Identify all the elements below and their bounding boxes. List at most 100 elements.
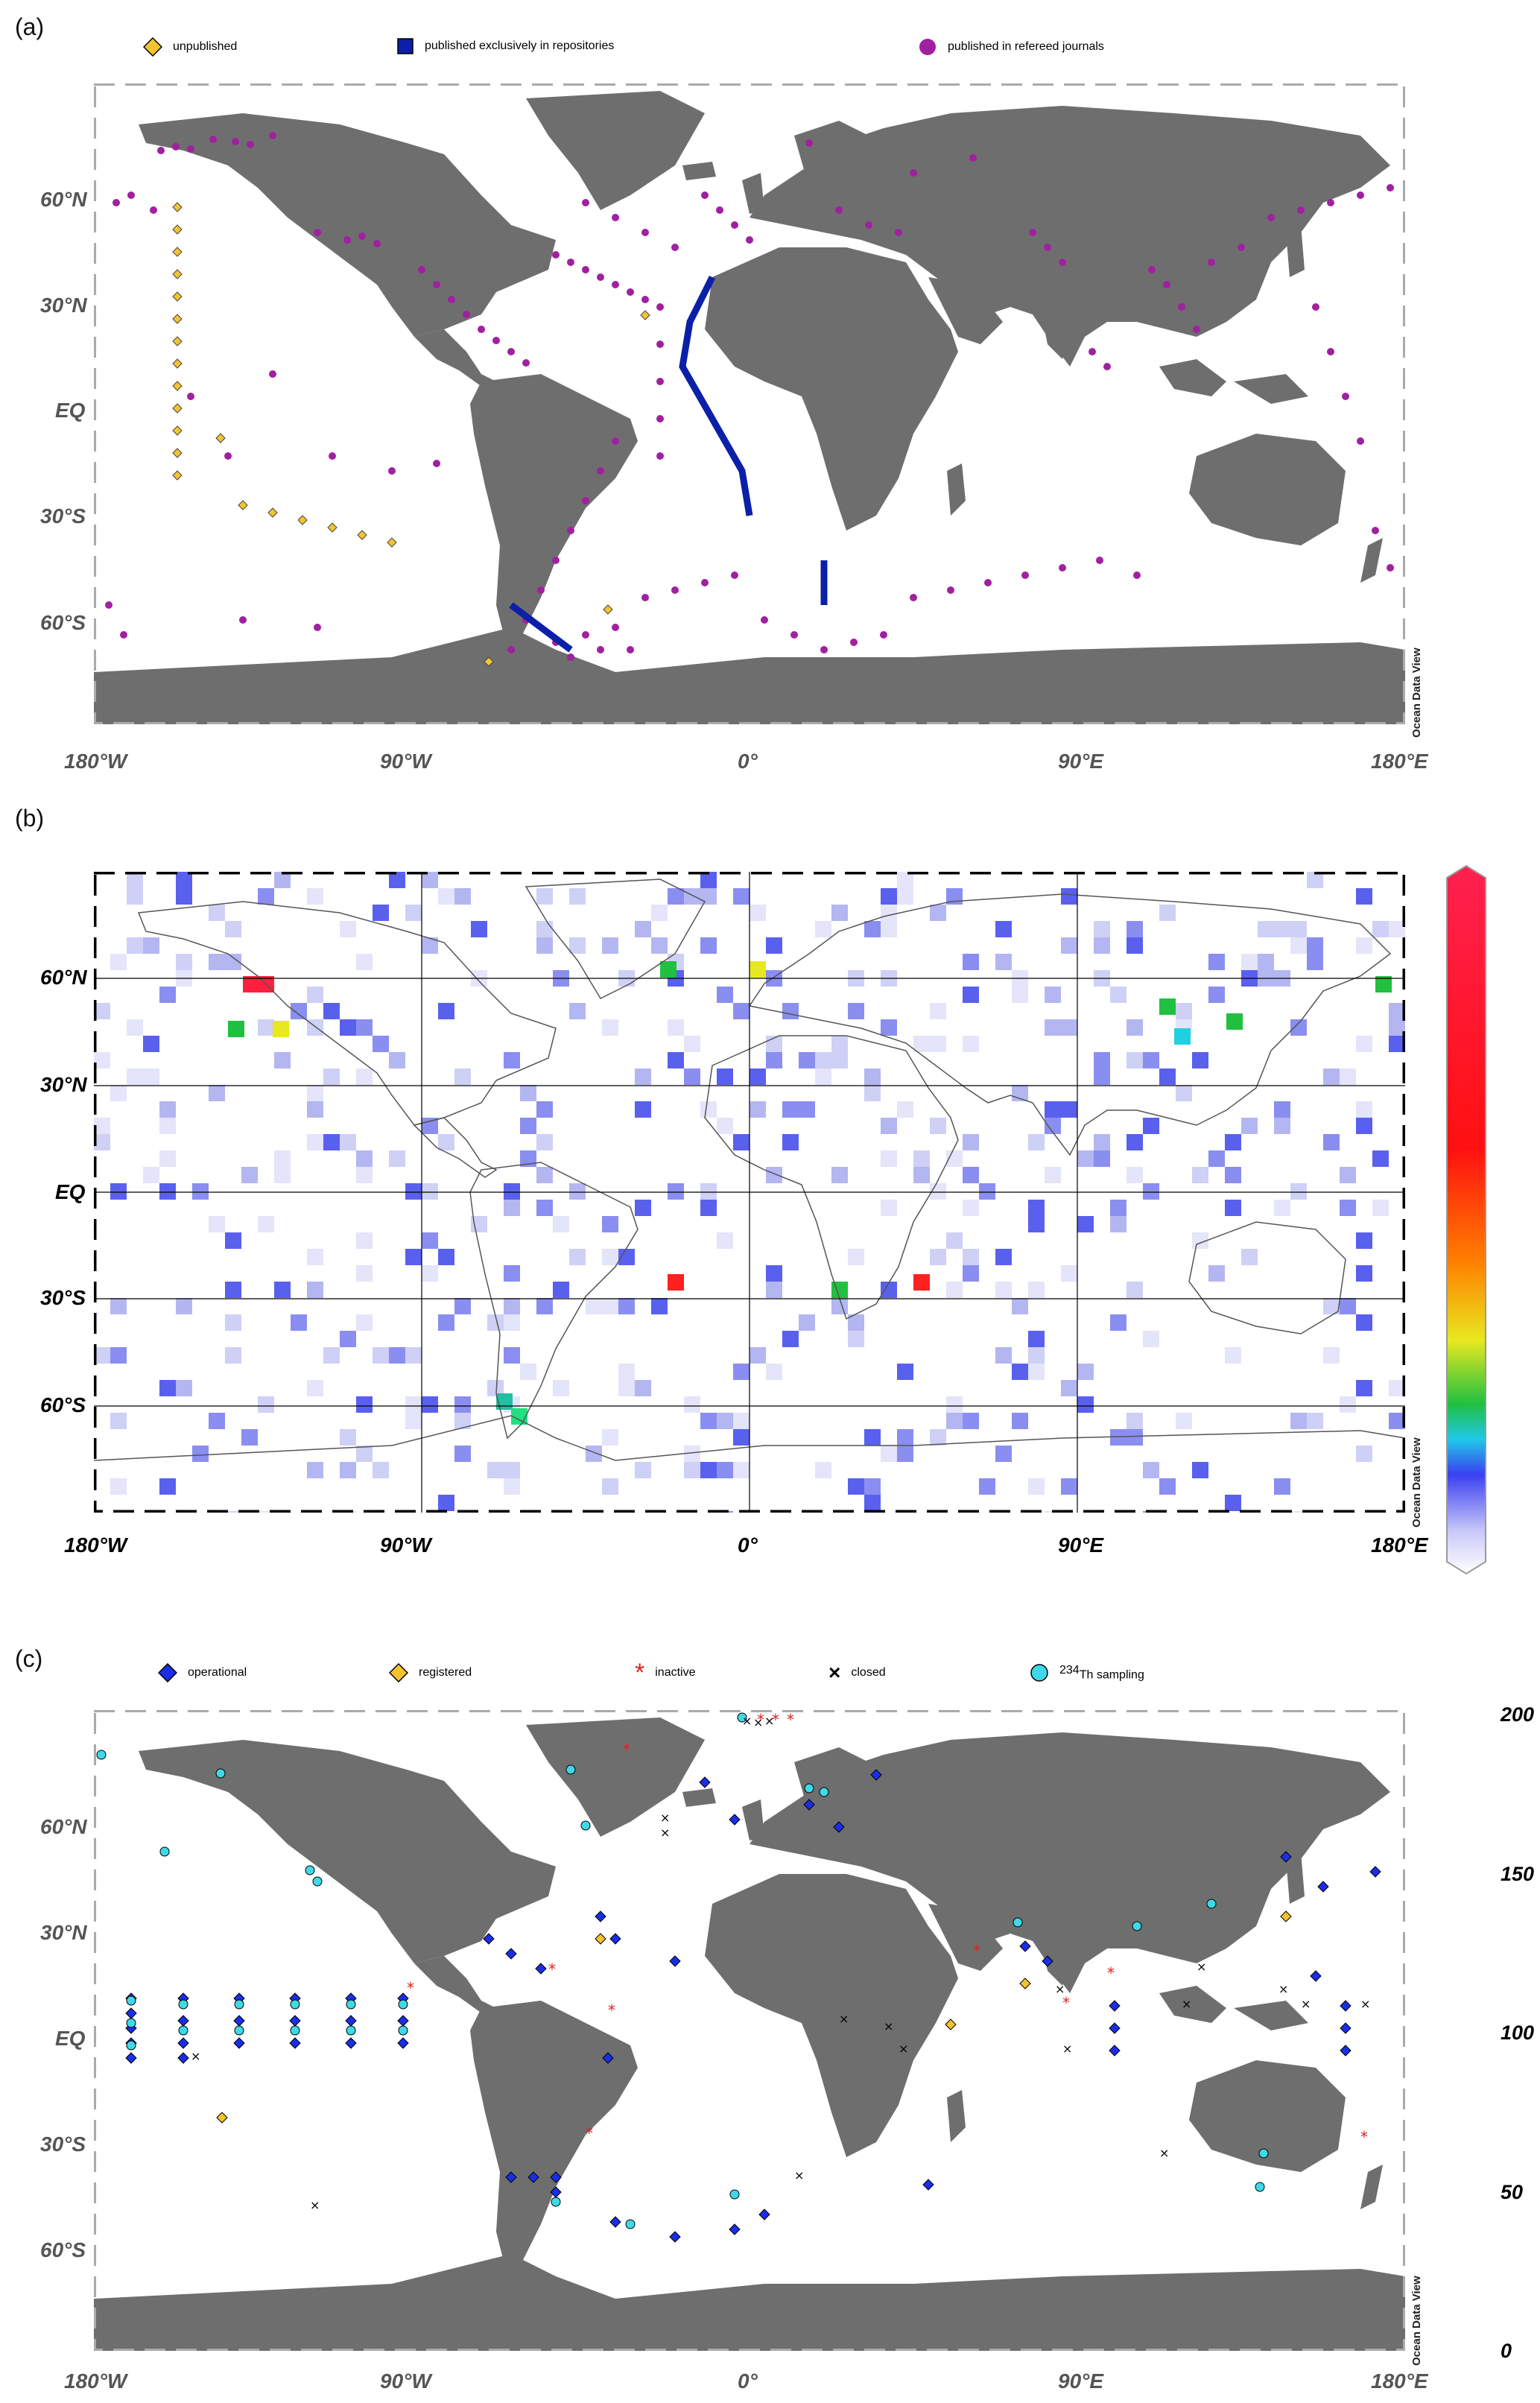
heatmap-cell bbox=[1372, 921, 1389, 937]
heatmap-cell bbox=[504, 1347, 520, 1364]
lat-label: 60°S bbox=[40, 2238, 86, 2261]
legend-label: inactive bbox=[655, 1666, 696, 1679]
heatmap-cell bbox=[602, 937, 618, 954]
heatmap-cell bbox=[766, 937, 782, 954]
heatmap-cell bbox=[782, 1134, 799, 1150]
heatmap-cell bbox=[700, 1200, 717, 1216]
heatmap-cell bbox=[733, 1134, 750, 1150]
heatmap-cell bbox=[553, 1282, 569, 1298]
heatmap-cell bbox=[979, 1183, 995, 1200]
colorbar-tick-label: 50 bbox=[1501, 2180, 1524, 2203]
land-c bbox=[94, 1717, 1405, 2351]
heatmap-cell bbox=[1389, 921, 1405, 937]
heatmap-cell bbox=[274, 872, 291, 888]
svg-text:×: × bbox=[1182, 1997, 1191, 2011]
heatmap-cell bbox=[864, 1495, 881, 1511]
heatmap-cell bbox=[110, 1298, 127, 1314]
odv-watermark: Ocean Data View bbox=[1410, 2276, 1423, 2366]
heatmap-cell bbox=[536, 1298, 553, 1314]
heatmap-cell bbox=[504, 1265, 520, 1282]
svg-text:×: × bbox=[660, 1811, 670, 1825]
heatmap-cell bbox=[1094, 1134, 1110, 1150]
heatmap-cell bbox=[373, 905, 389, 921]
heatmap-cell bbox=[782, 1331, 799, 1347]
heatmap-cell bbox=[143, 1068, 159, 1085]
heatmap-cell bbox=[897, 1429, 913, 1446]
heatmap-cell bbox=[1127, 1052, 1143, 1068]
heatmap-cell bbox=[1340, 1396, 1356, 1413]
heatmap-cell bbox=[1127, 1413, 1143, 1429]
heatmap-cell bbox=[897, 1101, 913, 1118]
heatmap-cell bbox=[536, 888, 553, 905]
legend-label: 234Th sampling bbox=[1059, 1664, 1144, 1682]
svg-text:×: × bbox=[191, 2049, 200, 2063]
heatmap-cell bbox=[815, 921, 831, 937]
heatmap-cell bbox=[897, 1364, 913, 1380]
heatmap-cell bbox=[881, 905, 897, 921]
heatmap-cell bbox=[1077, 1216, 1094, 1232]
heatmap-cell bbox=[1290, 1511, 1307, 1513]
heatmap-cell bbox=[1094, 1150, 1110, 1167]
heatmap-cell bbox=[1323, 1347, 1340, 1364]
heatmap-cell bbox=[422, 937, 438, 954]
heatmap-cell bbox=[733, 1462, 750, 1478]
heatmap-cell bbox=[94, 1134, 110, 1150]
diamond-icon bbox=[158, 1663, 177, 1682]
lat-label: 30°S bbox=[40, 2133, 86, 2156]
odv-watermark: Ocean Data View bbox=[1410, 1437, 1423, 1527]
heatmap-cell bbox=[1028, 1478, 1045, 1495]
heatmap-cell bbox=[209, 954, 225, 970]
heatmap-cell bbox=[963, 1134, 979, 1150]
heatmap-cell bbox=[717, 1118, 733, 1134]
heatmap-cell bbox=[487, 1314, 504, 1331]
heatmap-cell bbox=[569, 1249, 586, 1265]
legend-repositories: published exclusively in repositories bbox=[396, 37, 614, 55]
heatmap-cell bbox=[569, 937, 586, 954]
heatmap-cell bbox=[225, 921, 241, 937]
heatmap-cell bbox=[1143, 1118, 1159, 1134]
heatmap-cell bbox=[635, 1068, 651, 1085]
heatmap-cell bbox=[831, 1036, 848, 1052]
heatmap-cell bbox=[553, 1216, 569, 1232]
heatmap-cell bbox=[1340, 1167, 1356, 1183]
heatmap-cell bbox=[1143, 1462, 1159, 1478]
heatmap-cell-hot bbox=[273, 1021, 289, 1037]
heatmap-cell bbox=[1045, 987, 1061, 1003]
heatmap-cell bbox=[864, 1085, 881, 1101]
heatmap-cell bbox=[274, 1150, 291, 1167]
lat-label: 30°S bbox=[40, 1286, 86, 1309]
heatmap-cell bbox=[1110, 987, 1127, 1003]
heatmap-cell bbox=[438, 1314, 454, 1331]
land-a bbox=[94, 91, 1405, 724]
heatmap-cell bbox=[602, 1249, 618, 1265]
heatmap-cell bbox=[602, 1478, 618, 1495]
heatmap-cell bbox=[668, 1052, 684, 1068]
lat-label: 60°N bbox=[40, 1815, 87, 1838]
heatmap-cell bbox=[1356, 1232, 1372, 1249]
heatmap-cell bbox=[635, 1200, 651, 1216]
heatmap-cell bbox=[831, 1167, 848, 1183]
heatmap-cell bbox=[520, 1118, 536, 1134]
heatmap-cell bbox=[1208, 1150, 1225, 1167]
heatmap-cell bbox=[241, 1167, 258, 1183]
equatorial-moorings: × × ××× ××× × ×× ×× ×××× ×× * * ** **** **** bbox=[96, 1711, 1381, 2243]
heatmap-cell bbox=[1225, 1134, 1241, 1150]
heatmap-cell bbox=[143, 1036, 159, 1052]
heatmap-cell bbox=[176, 888, 192, 905]
heatmap-cell bbox=[356, 1446, 373, 1462]
legend-label: published exclusively in repositories bbox=[425, 39, 615, 52]
heatmap-cell bbox=[995, 1347, 1012, 1364]
heatmap-cell bbox=[454, 1068, 471, 1085]
heatmap-cell bbox=[946, 888, 963, 905]
legend-label: registered bbox=[419, 1666, 472, 1679]
heatmap-cell bbox=[651, 1298, 668, 1314]
heatmap-cell bbox=[569, 1003, 586, 1019]
journal-points bbox=[105, 132, 1394, 661]
heatmap-cell-hot bbox=[1159, 998, 1176, 1015]
heatmap-cell bbox=[209, 1085, 225, 1101]
heatmap-cell bbox=[831, 905, 848, 921]
square-icon bbox=[397, 38, 413, 54]
heatmap-cell bbox=[602, 1298, 618, 1314]
asterisk-icon: * bbox=[635, 1659, 645, 1687]
heatmap-cell bbox=[389, 1150, 405, 1167]
